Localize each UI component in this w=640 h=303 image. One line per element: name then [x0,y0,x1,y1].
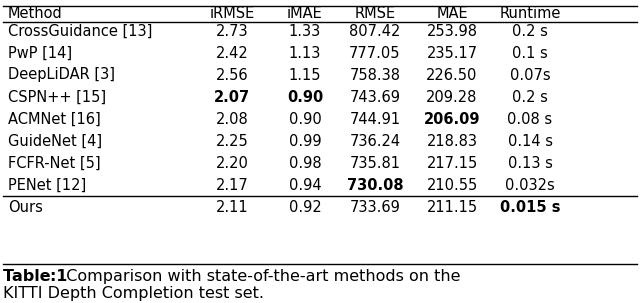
Text: 0.07s: 0.07s [509,68,550,82]
Text: 2.07: 2.07 [214,89,250,105]
Text: 235.17: 235.17 [426,45,477,61]
Text: 211.15: 211.15 [426,199,477,215]
Text: iRMSE: iRMSE [209,6,255,22]
Text: 0.08 s: 0.08 s [508,112,552,126]
Text: Ours: Ours [8,199,43,215]
Text: 2.56: 2.56 [216,68,248,82]
Text: Table 1: Table 1 [3,269,67,284]
Text: 777.05: 777.05 [349,45,401,61]
Text: 209.28: 209.28 [426,89,477,105]
Text: CrossGuidance [13]: CrossGuidance [13] [8,24,152,38]
Text: Runtime: Runtime [499,6,561,22]
Text: GuideNet [4]: GuideNet [4] [8,134,102,148]
Text: 2.17: 2.17 [216,178,248,192]
Text: KITTI Depth Completion test set.: KITTI Depth Completion test set. [3,286,264,301]
Text: PwP [14]: PwP [14] [8,45,72,61]
Text: 2.11: 2.11 [216,199,248,215]
Text: 744.91: 744.91 [349,112,401,126]
Text: 0.2 s: 0.2 s [512,89,548,105]
Text: 0.1 s: 0.1 s [512,45,548,61]
Text: DeepLiDAR [3]: DeepLiDAR [3] [8,68,115,82]
Text: CSPN++ [15]: CSPN++ [15] [8,89,106,105]
Text: PENet [12]: PENet [12] [8,178,86,192]
Text: 2.42: 2.42 [216,45,248,61]
Text: ACMNet [16]: ACMNet [16] [8,112,100,126]
Text: RMSE: RMSE [355,6,396,22]
Text: 206.09: 206.09 [424,112,480,126]
Text: 2.08: 2.08 [216,112,248,126]
Text: 743.69: 743.69 [349,89,401,105]
Text: 218.83: 218.83 [426,134,477,148]
Text: Comparison with state-of-the-art methods on the: Comparison with state-of-the-art methods… [56,269,461,284]
Text: 0.99: 0.99 [289,134,321,148]
Text: 217.15: 217.15 [426,155,477,171]
Text: 2.20: 2.20 [216,155,248,171]
Text: 1.33: 1.33 [289,24,321,38]
Text: 0.032s: 0.032s [505,178,555,192]
Text: 736.24: 736.24 [349,134,401,148]
Text: 1.15: 1.15 [289,68,321,82]
Text: 0.90: 0.90 [289,112,321,126]
Text: 226.50: 226.50 [426,68,477,82]
Text: 0.015 s: 0.015 s [500,199,560,215]
Text: 210.55: 210.55 [426,178,477,192]
Text: 0.90: 0.90 [287,89,323,105]
Text: 0.13 s: 0.13 s [508,155,552,171]
Text: :: : [49,269,56,284]
Text: 2.73: 2.73 [216,24,248,38]
Text: iMAE: iMAE [287,6,323,22]
Text: 730.08: 730.08 [347,178,403,192]
Text: 733.69: 733.69 [349,199,401,215]
Text: FCFR-Net [5]: FCFR-Net [5] [8,155,100,171]
Text: 0.98: 0.98 [289,155,321,171]
Text: 0.94: 0.94 [289,178,321,192]
Text: MAE: MAE [436,6,468,22]
Text: 0.2 s: 0.2 s [512,24,548,38]
Text: 0.14 s: 0.14 s [508,134,552,148]
Text: 735.81: 735.81 [349,155,401,171]
Text: 758.38: 758.38 [349,68,401,82]
Text: 253.98: 253.98 [426,24,477,38]
Text: 1.13: 1.13 [289,45,321,61]
Text: 2.25: 2.25 [216,134,248,148]
Text: 807.42: 807.42 [349,24,401,38]
Text: 0.92: 0.92 [289,199,321,215]
Text: Method: Method [8,6,63,22]
